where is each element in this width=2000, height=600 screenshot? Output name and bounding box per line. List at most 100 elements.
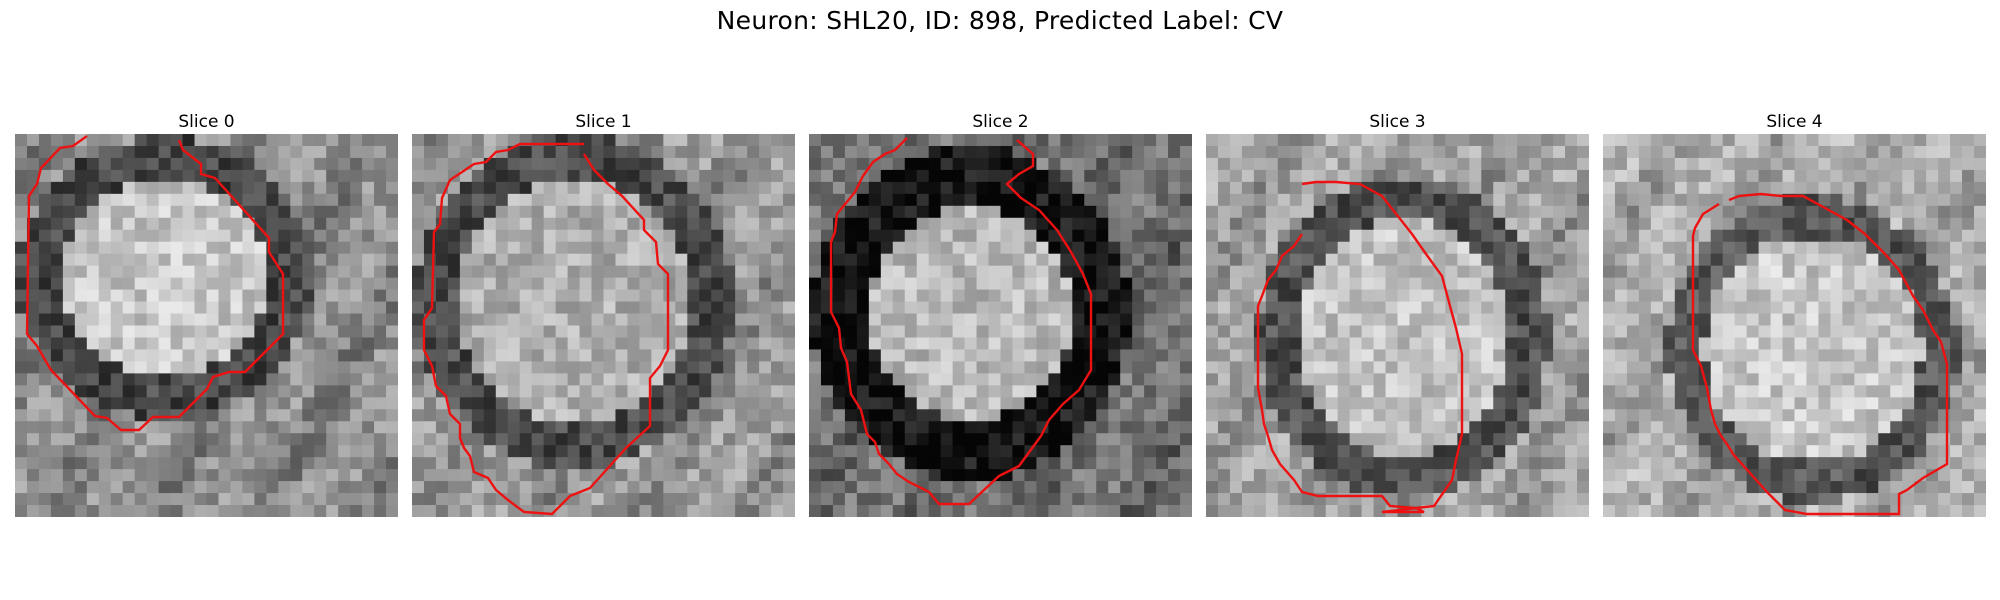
pixel-cell	[1218, 481, 1231, 494]
pixel-cell	[881, 266, 894, 279]
pixel-cell	[568, 421, 581, 434]
pixel-cell	[699, 278, 712, 291]
pixel-cell	[302, 182, 315, 195]
pixel-cell	[953, 134, 966, 147]
pixel-cell	[1565, 290, 1578, 303]
pixel-cell	[254, 134, 267, 147]
pixel-cell	[460, 302, 473, 315]
pixel-cell	[1795, 349, 1808, 362]
pixel-cell	[254, 493, 267, 506]
pixel-cell	[1350, 361, 1363, 374]
pixel-cell	[302, 242, 315, 255]
pixel-cell	[484, 158, 497, 171]
pixel-cell	[905, 170, 918, 183]
pixel-cell	[857, 493, 870, 506]
pixel-cell	[326, 421, 339, 434]
pixel-cell	[1386, 266, 1399, 279]
pixel-cell	[314, 445, 327, 458]
pixel-cell	[1338, 206, 1351, 219]
pixel-cell	[520, 409, 533, 422]
pixel-cell	[723, 146, 736, 159]
pixel-cell	[917, 505, 930, 517]
pixel-cell	[1242, 206, 1255, 219]
pixel-cell	[1350, 349, 1363, 362]
pixel-cell	[809, 493, 822, 506]
pixel-cell	[1108, 469, 1121, 482]
pixel-cell	[1663, 290, 1676, 303]
pixel-cell	[1012, 206, 1025, 219]
pixel-cell	[75, 194, 88, 207]
pixel-cell	[326, 218, 339, 231]
pixel-cell	[218, 278, 231, 291]
pixel-cell	[1481, 158, 1494, 171]
pixel-cell	[1048, 206, 1061, 219]
pixel-cell	[1084, 194, 1097, 207]
pixel-cell	[1314, 445, 1327, 458]
pixel-cell	[302, 421, 315, 434]
pixel-cell	[687, 337, 700, 350]
pixel-cell	[254, 421, 267, 434]
pixel-cell	[218, 397, 231, 410]
pixel-cell	[1854, 290, 1867, 303]
pixel-cell	[544, 230, 557, 243]
pixel-cell	[1409, 326, 1422, 339]
pixel-cell	[711, 349, 724, 362]
pixel-cell	[147, 421, 160, 434]
pixel-cell	[1627, 170, 1640, 183]
pixel-cell	[1735, 373, 1748, 386]
pixel-cell	[472, 194, 485, 207]
pixel-cell	[1012, 505, 1025, 517]
pixel-cell	[1338, 433, 1351, 446]
pixel-cell	[135, 361, 148, 374]
pixel-cell	[1890, 445, 1903, 458]
pixel-cell	[929, 230, 942, 243]
pixel-cell	[27, 290, 40, 303]
pixel-cell	[675, 457, 688, 470]
pixel-cell	[1120, 385, 1133, 398]
pixel-cell	[917, 397, 930, 410]
pixel-cell	[1278, 302, 1291, 315]
pixel-cell	[1890, 182, 1903, 195]
pixel-cell	[1120, 445, 1133, 458]
pixel-cell	[1950, 134, 1963, 147]
pixel-cell	[1627, 337, 1640, 350]
pixel-cell	[99, 290, 112, 303]
pixel-cell	[1651, 385, 1664, 398]
pixel-cell	[1747, 182, 1760, 195]
pixel-cell	[1350, 314, 1363, 327]
pixel-cell	[159, 457, 172, 470]
pixel-cell	[1818, 457, 1831, 470]
pixel-cell	[1842, 278, 1855, 291]
pixel-cell	[783, 457, 795, 470]
pixel-cell	[314, 242, 327, 255]
pixel-cell	[171, 302, 184, 315]
pixel-cell	[412, 326, 425, 339]
pixel-cell	[314, 469, 327, 482]
pixel-cell	[195, 230, 208, 243]
pixel-cell	[771, 326, 784, 339]
pixel-cell	[1735, 326, 1748, 339]
pixel-cell	[1156, 146, 1169, 159]
pixel-cell	[326, 481, 339, 494]
pixel-cell	[1866, 254, 1879, 267]
pixel-cell	[747, 314, 760, 327]
pixel-cell	[183, 158, 196, 171]
pixel-cell	[735, 218, 748, 231]
pixel-cell	[1012, 469, 1025, 482]
pixel-cell	[207, 445, 220, 458]
pixel-cell	[1771, 409, 1784, 422]
pixel-cell	[1866, 421, 1879, 434]
pixel-cell	[977, 278, 990, 291]
pixel-cell	[63, 421, 76, 434]
pixel-cell	[783, 397, 795, 410]
pixel-cell	[1024, 254, 1037, 267]
pixel-cell	[735, 421, 748, 434]
pixel-cell	[723, 242, 736, 255]
pixel-cell	[1553, 505, 1566, 517]
pixel-cell	[218, 146, 231, 159]
pixel-cell	[159, 361, 172, 374]
pixel-cell	[1747, 433, 1760, 446]
pixel-cell	[338, 397, 351, 410]
pixel-cell	[1553, 481, 1566, 494]
pixel-cell	[905, 493, 918, 506]
